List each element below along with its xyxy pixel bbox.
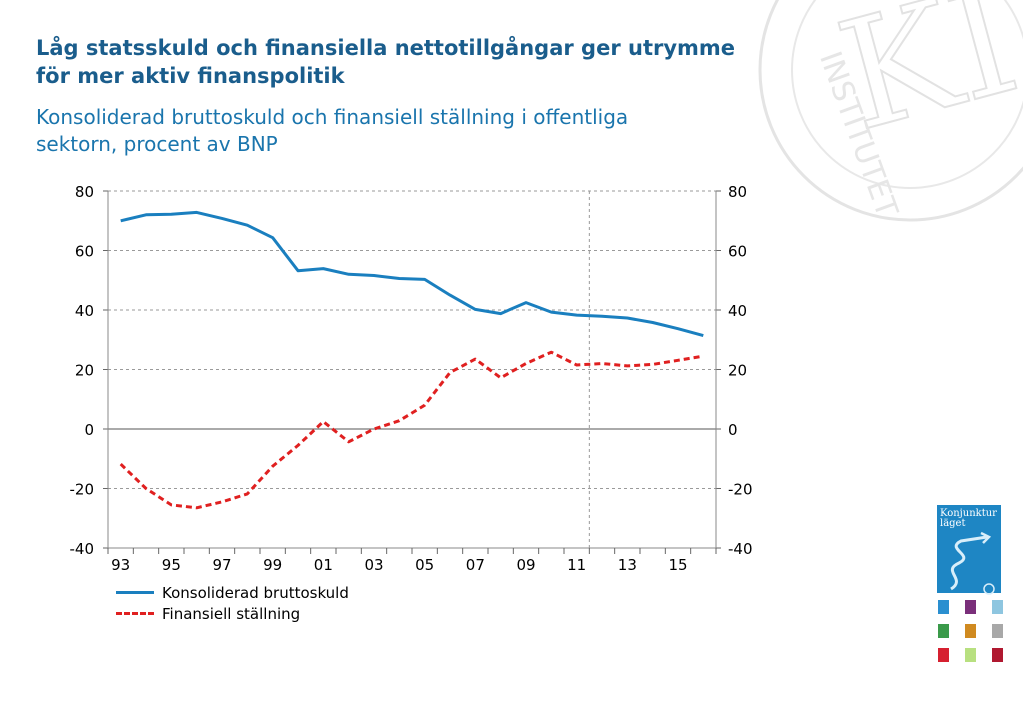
y-tick-label-right: -40: [728, 540, 753, 558]
slide-title: Låg statsskuld och finansiella nettotill…: [36, 36, 736, 88]
y-tick-label-right: 20: [728, 362, 747, 380]
report-cover-thumbnail: Konjunktur läget: [937, 505, 1001, 595]
chart-legend: Konsoliderad bruttoskuld Finansiell stäl…: [116, 582, 349, 624]
y-tick-label-right: 80: [728, 183, 747, 201]
report-thumbnail: [965, 624, 976, 638]
x-tick-label: 09: [516, 556, 535, 574]
y-tick-label-right: 60: [728, 243, 747, 261]
series-line-bruttoskuld: [120, 210, 704, 338]
x-tick-label: 95: [162, 556, 181, 574]
series-line-finansiell-stallning: [119, 350, 704, 510]
x-tick-label: 97: [212, 556, 231, 574]
chart-subtitle: Konsoliderad bruttoskuld och finansiell …: [36, 105, 629, 156]
report-thumbnail: [992, 648, 1003, 662]
y-tick-label-left: 40: [75, 302, 94, 320]
x-tick-label: 93: [111, 556, 130, 574]
x-tick-label: 11: [567, 556, 586, 574]
y-tick-label-left: 80: [75, 183, 94, 201]
report-thumbnail: [992, 624, 1003, 638]
report-thumbnail: [965, 648, 976, 662]
legend-swatch-solid: [116, 591, 154, 594]
report-thumbnail: [938, 648, 949, 662]
legend-item-bruttoskuld: Konsoliderad bruttoskuld: [116, 582, 349, 603]
x-tick-label: 01: [314, 556, 333, 574]
report-thumbnail: [992, 600, 1003, 614]
y-tick-label-right: 0: [728, 421, 738, 439]
x-tick-label: 07: [466, 556, 485, 574]
report-thumbnail: [938, 624, 949, 638]
x-tick-label: 05: [415, 556, 434, 574]
legend-label: Konsoliderad bruttoskuld: [162, 583, 349, 602]
x-tick-label: 13: [618, 556, 637, 574]
legend-item-finansiell: Finansiell ställning: [116, 603, 349, 624]
cover-title-line2: läget: [940, 518, 966, 529]
y-tick-label-right: 40: [728, 302, 747, 320]
y-tick-label-left: -20: [70, 481, 95, 499]
y-tick-label-left: 0: [84, 421, 94, 439]
x-tick-label: 15: [668, 556, 687, 574]
report-thumbnail-grid: [938, 600, 1004, 662]
institute-seal-watermark: KI INSTITUTET: [758, 0, 1023, 223]
y-tick-label-left: -40: [70, 540, 95, 558]
x-tick-label: 03: [364, 556, 383, 574]
legend-label: Finansiell ställning: [162, 604, 301, 623]
x-tick-label: 99: [263, 556, 282, 574]
y-tick-label-left: 60: [75, 243, 94, 261]
y-tick-label-right: -20: [728, 481, 753, 499]
cover-graphic: [950, 531, 995, 595]
report-thumbnail: [965, 600, 976, 614]
cover-title-line1: Konjunktur: [940, 508, 997, 519]
report-thumbnail: [938, 600, 949, 614]
y-tick-label-left: 20: [75, 362, 94, 380]
legend-swatch-dashed: [116, 612, 154, 615]
